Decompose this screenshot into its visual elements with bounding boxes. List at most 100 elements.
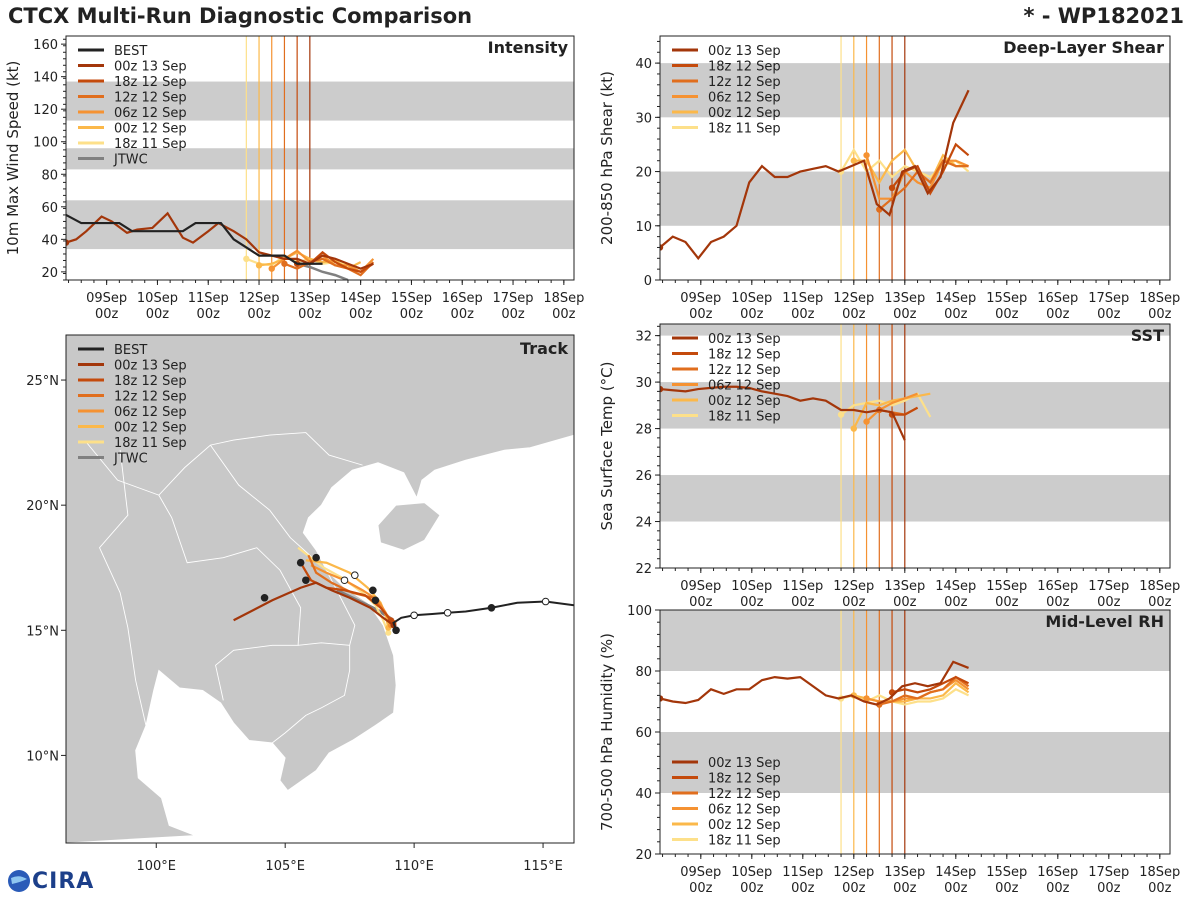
panel-title: Track — [520, 339, 568, 358]
forecast-start-marker — [385, 629, 392, 636]
best-track-marker — [443, 608, 452, 617]
x-tick-label: 100°E — [136, 859, 176, 874]
panel-title: Mid-Level RH — [1045, 612, 1164, 631]
x-tick-label: 18Sep — [1139, 291, 1180, 306]
x-tick-label: 15Sep — [986, 865, 1027, 880]
x-tick-label: 17Sep — [1088, 865, 1129, 880]
x-tick-sublabel: 00z — [1148, 881, 1172, 896]
init-marker — [243, 255, 250, 263]
y-axis-label: 200-850 hPa Shear (kt) — [598, 71, 616, 245]
legend-label: 00z 12 Sep — [114, 122, 187, 137]
x-tick-label: 13Sep — [884, 291, 925, 306]
y-tick-label: 100 — [33, 136, 58, 151]
legend-label: 18z 11 Sep — [114, 137, 187, 152]
x-tick-label: 15Sep — [986, 291, 1027, 306]
x-tick-label: 10Sep — [731, 579, 772, 594]
x-tick-label: 18Sep — [543, 291, 584, 306]
x-tick-label: 15Sep — [986, 579, 1027, 594]
forecast-position-marker — [371, 596, 380, 605]
series-line-00z-12-Sep — [852, 392, 931, 430]
x-tick-label: 15Sep — [391, 291, 432, 306]
legend-label: 18z 12 Sep — [708, 348, 781, 363]
track-panel: 100°E 105°E 110°E 115°E 10°N 15°N 20°N 25°N Trac… — [26, 334, 575, 874]
legend-label: 18z 12 Sep — [114, 374, 187, 389]
x-tick-label: 16Sep — [1037, 865, 1078, 880]
legend-label: 06z 12 Sep — [114, 106, 187, 121]
track-frame — [65, 334, 575, 844]
x-tick-label: 16Sep — [442, 291, 483, 306]
y-tick-label: 80 — [635, 665, 652, 680]
legend-label: BEST — [114, 44, 147, 59]
y-tick-label: 40 — [635, 787, 652, 802]
country-border — [298, 642, 350, 646]
storm-id: * - WP182021 — [1023, 4, 1184, 28]
y-tick-label: 10°N — [26, 749, 59, 764]
sst-panel: 22242628303209Sep00z10Sep00z11Sep00z12Se… — [598, 323, 1180, 610]
x-tick-label: 16Sep — [1037, 579, 1078, 594]
x-tick-sublabel: 00z — [791, 595, 815, 610]
x-tick-sublabel: 00z — [740, 595, 764, 610]
legend-label: 00z 13 Sep — [708, 332, 781, 347]
shaded-band — [660, 324, 1170, 336]
x-tick-sublabel: 00z — [689, 881, 713, 896]
x-tick-label: 17Sep — [1088, 291, 1129, 306]
y-tick-label: 28 — [635, 423, 652, 438]
x-tick-sublabel: 00z — [893, 881, 917, 896]
init-marker — [660, 244, 664, 251]
figure-title: CTCX Multi-Run Diagnostic Comparison — [8, 4, 473, 28]
x-tick-label: 110°E — [394, 859, 434, 874]
x-tick-sublabel: 00z — [995, 881, 1019, 896]
intensity-plot-area — [66, 36, 574, 280]
legend-label: 18z 11 Sep — [114, 436, 187, 451]
shear-frame — [659, 35, 1171, 281]
x-tick-sublabel: 00z — [689, 595, 713, 610]
x-tick-sublabel: 00z — [1046, 307, 1070, 322]
series-line-00z-13-Sep — [660, 89, 970, 261]
x-tick-label: 14Sep — [340, 291, 381, 306]
legend-label: 00z 13 Sep — [114, 60, 187, 75]
legend-label: 18z 12 Sep — [114, 75, 187, 90]
track-map-area — [66, 335, 574, 843]
legend-label: 06z 12 Sep — [708, 91, 781, 106]
x-tick-sublabel: 00z — [842, 307, 866, 322]
legend-label: 12z 12 Sep — [114, 91, 187, 106]
y-axis-label: Sea Surface Temp (°C) — [598, 361, 616, 530]
init-marker — [281, 260, 288, 267]
cira-logo: CIRA — [6, 866, 94, 896]
legend-label: 18z 12 Sep — [708, 60, 781, 75]
best-track-marker — [541, 597, 550, 606]
x-tick-label: 09Sep — [680, 291, 721, 306]
sst-frame — [659, 323, 1171, 569]
x-tick-sublabel: 00z — [689, 307, 713, 322]
y-tick-label: 26 — [635, 469, 652, 484]
y-tick-label: 10 — [635, 220, 652, 235]
x-tick-label: 11Sep — [188, 291, 229, 306]
x-tick-label: 105°E — [265, 859, 305, 874]
shaded-band — [66, 81, 574, 121]
y-tick-label: 120 — [33, 103, 58, 118]
x-tick-sublabel: 00z — [197, 307, 221, 322]
y-axis-label: 700-500 hPa Humidity (%) — [598, 633, 616, 831]
series-line-18z-12-Sep — [891, 675, 970, 694]
x-tick-sublabel: 00z — [944, 307, 968, 322]
forecast-track-18z-11-Sep — [297, 546, 390, 634]
x-tick-label: 12Sep — [239, 291, 280, 306]
series-line-00z-13-Sep — [660, 660, 969, 706]
x-tick-label: 10Sep — [137, 291, 178, 306]
legend-label: 00z 12 Sep — [708, 818, 781, 833]
y-tick-label: 140 — [33, 71, 58, 86]
legend-label: 06z 12 Sep — [114, 405, 187, 420]
legend-label: 12z 12 Sep — [708, 363, 781, 378]
init-marker — [660, 695, 664, 702]
init-marker — [837, 411, 845, 418]
x-tick-label: 13Sep — [884, 865, 925, 880]
x-tick-label: 09Sep — [680, 579, 721, 594]
init-marker — [268, 265, 275, 272]
y-tick-label: 60 — [635, 726, 652, 741]
y-tick-label: 25°N — [26, 374, 59, 389]
x-tick-sublabel: 00z — [1148, 307, 1172, 322]
init-marker — [863, 418, 870, 425]
x-tick-sublabel: 00z — [842, 595, 866, 610]
legend-label: JTWC — [113, 452, 148, 467]
